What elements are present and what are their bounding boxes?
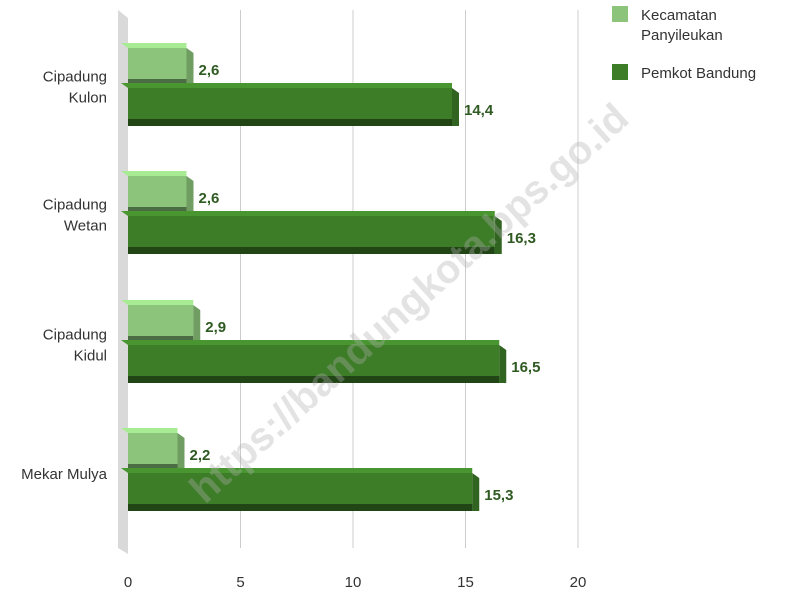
category-label: Cipadung <box>43 69 107 86</box>
data-labels: 2,6 14,4 2,6 16,3 2,9 16,5 2,2 15,3 <box>190 62 541 504</box>
bar-top <box>121 300 194 305</box>
bar-shadow <box>128 79 187 86</box>
bar-shadow <box>128 207 187 214</box>
bar-shadow <box>128 464 178 471</box>
bar-shadow <box>128 247 495 254</box>
category-label: Kidul <box>74 348 107 365</box>
category-labels: Cipadung Kulon Cipadung Wetan Cipadung Kidul M… <box>21 69 108 484</box>
data-label: 14,4 <box>464 102 494 119</box>
x-tick-label: 20 <box>570 574 587 591</box>
category-label: Kulon <box>69 90 107 107</box>
legend-label: Pemkot Bandung <box>641 65 756 82</box>
bar-side <box>186 176 194 214</box>
bar-top <box>121 83 452 88</box>
category-label: Cipadung <box>43 327 107 344</box>
bar-top <box>121 171 187 176</box>
legend-swatch <box>612 6 628 22</box>
x-tick-label: 5 <box>236 574 244 591</box>
bar-side <box>186 48 194 86</box>
bar-shadow <box>128 376 500 383</box>
data-label: 2,2 <box>190 447 211 464</box>
bar-top <box>121 211 495 216</box>
category-label: Wetan <box>64 218 107 235</box>
bar-top <box>121 428 178 433</box>
x-tick-label: 10 <box>345 574 362 591</box>
data-label: 16,5 <box>511 359 540 376</box>
bars <box>121 43 507 511</box>
data-label: 15,3 <box>484 487 513 504</box>
legend: Kecamatan Panyileukan Pemkot Bandung <box>612 6 756 82</box>
bar-shadow <box>128 119 452 126</box>
bar-top <box>121 43 187 48</box>
watermark: https://bandungkota.bps.go.id <box>182 95 637 511</box>
x-tick-label: 15 <box>457 574 474 591</box>
legend-label: Kecamatan <box>641 7 717 24</box>
bar-shadow <box>128 504 473 511</box>
data-label: 2,6 <box>199 62 220 79</box>
bar-side <box>472 473 480 511</box>
legend-label: Panyileukan <box>641 27 723 44</box>
bar-side <box>193 305 201 343</box>
chart-wall <box>118 10 128 554</box>
data-label: 2,9 <box>205 319 226 336</box>
data-label: 2,6 <box>199 190 220 207</box>
category-label: Mekar Mulya <box>21 466 108 483</box>
bar-top <box>121 468 473 473</box>
bar-side <box>494 216 502 254</box>
x-tick-label: 0 <box>124 574 132 591</box>
chart-floor <box>118 10 128 554</box>
x-axis-ticks: 0 5 10 15 20 <box>124 574 587 591</box>
bar-side <box>452 88 459 126</box>
data-label: 16,3 <box>507 230 536 247</box>
bar-side <box>177 433 185 471</box>
bar-shadow <box>128 336 194 343</box>
bar-side <box>499 345 507 383</box>
bar-top <box>121 340 500 345</box>
legend-swatch <box>612 64 628 80</box>
category-label: Cipadung <box>43 197 107 214</box>
